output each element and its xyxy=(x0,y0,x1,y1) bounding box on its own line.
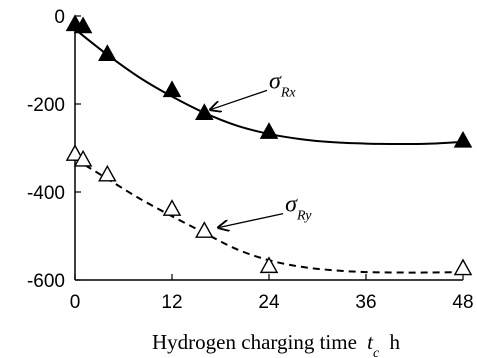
x-tick-label: 48 xyxy=(452,292,473,313)
annotation-label-rx: σRx xyxy=(269,68,296,100)
x-axis-label-unit: h xyxy=(389,330,400,354)
data-markers xyxy=(65,14,473,276)
marker-ry xyxy=(73,149,93,167)
marker-rx xyxy=(73,16,93,34)
marker-ry xyxy=(259,256,279,274)
annotation-symbol: σ xyxy=(285,192,298,218)
y-tick-label: 0 xyxy=(54,7,65,28)
x-tick-label: 36 xyxy=(355,292,376,313)
marker-rx xyxy=(98,44,117,61)
marker-rx xyxy=(162,80,182,98)
x-axis-label-var: t xyxy=(367,330,374,354)
y-tick-label: -400 xyxy=(27,183,65,204)
axes xyxy=(74,15,464,281)
x-axis-label: Hydrogen charging time tc h xyxy=(152,330,400,358)
fit-lines xyxy=(74,28,464,274)
x-tick-label: 12 xyxy=(161,292,182,313)
annotation-arrow-ry xyxy=(218,212,284,228)
marker-ry xyxy=(195,221,214,238)
annotation-subscript: Ry xyxy=(296,208,312,223)
marker-rx xyxy=(195,103,214,120)
y-tick-label: -200 xyxy=(27,95,65,116)
marker-rx xyxy=(453,130,473,148)
annotation-arrow-rx xyxy=(210,89,268,109)
y-tick-label: -600 xyxy=(27,271,65,292)
x-axis-label-sub: c xyxy=(373,346,380,358)
annotation-symbol: σ xyxy=(269,68,282,94)
annotation-label-ry: σRy xyxy=(285,192,312,224)
x-tick-label: 24 xyxy=(258,292,280,313)
marker-ry xyxy=(98,164,117,182)
marker-ry xyxy=(453,258,473,276)
marker-rx xyxy=(259,122,279,139)
fit-line-ry xyxy=(74,158,464,274)
x-axis-label-text: Hydrogen charging time xyxy=(152,330,357,354)
annotation-subscript: Rx xyxy=(280,85,297,100)
marker-ry xyxy=(65,144,85,161)
x-tick-label: 0 xyxy=(70,292,81,313)
marker-ry xyxy=(162,199,182,216)
